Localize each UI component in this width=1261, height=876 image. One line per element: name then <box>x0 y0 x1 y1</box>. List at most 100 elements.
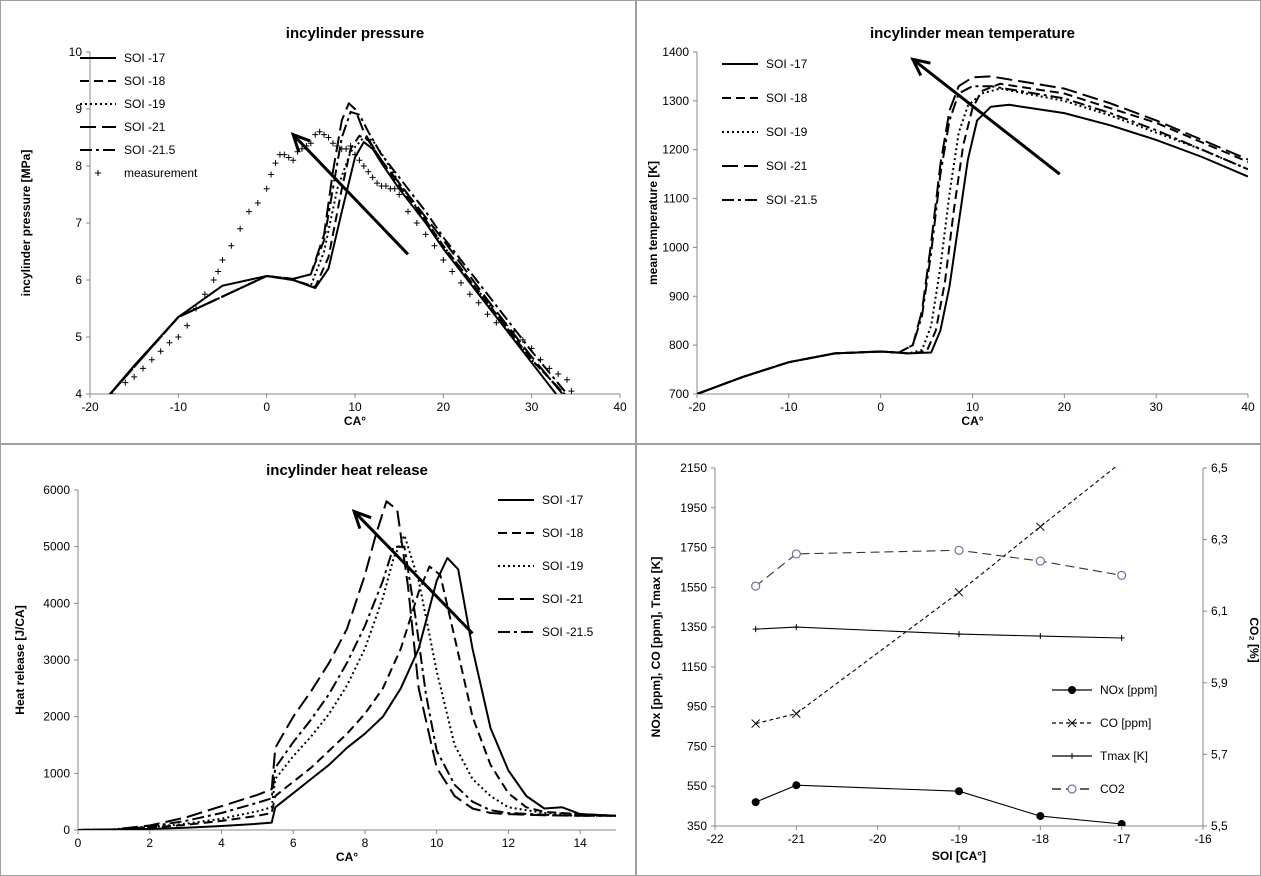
x-tick-label: -16 <box>1194 832 1212 846</box>
legend-label: SOI -21 <box>124 120 166 134</box>
y-tick-label: 7 <box>75 216 82 230</box>
data-point <box>109 391 116 394</box>
data-point <box>184 322 191 329</box>
chart-4: -22 -21 -20 -19 -18 -17 -16 350 550 750 950 1150 135… <box>649 461 1261 863</box>
panel-frame-1 <box>0 0 636 444</box>
x-tick-label: 40 <box>613 400 627 414</box>
data-point <box>954 545 964 555</box>
data-point <box>334 143 341 150</box>
data-point <box>148 356 155 363</box>
y-tick-label: 1950 <box>680 501 707 515</box>
trend-arrow <box>292 133 410 256</box>
chart-title: incylinder heat release <box>266 462 428 479</box>
x-tick-label: -21 <box>788 832 806 846</box>
y-tick-label: 1300 <box>662 94 689 108</box>
series-line-1 <box>78 557 616 830</box>
legend-marker <box>1067 784 1077 794</box>
data-point <box>321 131 328 138</box>
y-axis-right-label: CO₂ [%] <box>1247 617 1261 662</box>
data-point <box>246 208 252 215</box>
x-tick-label: 8 <box>362 836 369 850</box>
data-point <box>1035 556 1045 566</box>
data-point <box>290 157 297 164</box>
chart-title: incylinder mean temperature <box>870 25 1075 42</box>
data-point <box>475 299 482 306</box>
legend-label: SOI -21.5 <box>766 193 818 207</box>
y-tick-label: 1550 <box>680 580 707 594</box>
trend-arrow-head <box>910 57 931 77</box>
plot-area <box>78 500 616 830</box>
y-right-tick-label: 6,1 <box>1211 604 1228 618</box>
y-tick-label: 1000 <box>662 240 689 254</box>
legend-label: SOI -18 <box>124 74 166 88</box>
y-tick-label: 9 <box>75 102 82 116</box>
data-point <box>405 208 411 215</box>
y-tick-label: 6 <box>75 273 82 287</box>
x-tick-label: 10 <box>348 400 362 414</box>
data-point <box>360 163 367 169</box>
series-line-4 <box>108 102 564 394</box>
data-point <box>307 140 314 147</box>
x-tick-label: 20 <box>437 400 451 414</box>
y-tick-label: 8 <box>75 159 82 173</box>
data-point <box>312 131 319 138</box>
x-tick-label: 14 <box>573 836 587 850</box>
plot-area <box>697 75 1248 394</box>
y-tick-label: 800 <box>669 338 689 352</box>
legend-label: Tmax [K] <box>1100 749 1148 763</box>
series-line-3 <box>78 534 616 830</box>
data-point <box>519 336 526 343</box>
x-tick-label: -17 <box>1113 832 1131 846</box>
data-point <box>1036 812 1045 821</box>
data-point <box>449 268 456 275</box>
data-point <box>751 581 761 591</box>
y-tick-label: 6000 <box>43 483 70 497</box>
y-right-tick-label: 5,7 <box>1211 747 1228 761</box>
data-point <box>369 174 376 181</box>
legend-marker <box>95 170 101 176</box>
y-tick-label: 0 <box>63 823 70 837</box>
data-point <box>791 549 801 559</box>
data-point <box>564 376 570 383</box>
series-line-5 <box>78 545 616 830</box>
data-point <box>201 291 208 298</box>
series-line-2 <box>108 134 566 394</box>
trend-arrow-head <box>290 132 311 153</box>
x-tick-label: 6 <box>290 836 297 850</box>
legend-label: SOI -17 <box>124 51 166 65</box>
y-tick-label: 5 <box>75 330 82 344</box>
x-tick-label: -19 <box>950 832 968 846</box>
data-point <box>484 311 491 318</box>
data-point <box>175 334 182 340</box>
data-point <box>466 291 473 298</box>
y-tick-label: 2000 <box>43 710 70 724</box>
legend-label: SOI -18 <box>542 526 584 540</box>
series-line-1 <box>108 141 558 394</box>
trend-arrow <box>353 510 474 635</box>
x-tick-label: 0 <box>263 400 270 414</box>
x-tick-label: 4 <box>218 836 225 850</box>
x-tick-label: -20 <box>869 832 887 846</box>
plot-area <box>108 102 575 394</box>
y-tick-label: 750 <box>687 739 707 753</box>
data-point <box>956 631 962 638</box>
data-point <box>122 379 129 386</box>
y-axis-label: mean temperature [K] <box>646 161 660 285</box>
y-axis-label: NOx [ppm], CO [ppm], Tmax [K] <box>649 557 663 738</box>
y-tick-label: 1200 <box>662 143 689 157</box>
data-point <box>1117 466 1126 467</box>
data-point <box>140 365 146 372</box>
data-point <box>228 242 235 249</box>
plot-area <box>751 466 1127 826</box>
y-axis-label: incylinder pressure [MPa] <box>19 150 33 297</box>
data-point <box>263 185 270 192</box>
legend-label: NOx [ppm] <box>1100 683 1157 697</box>
data-point <box>281 151 288 158</box>
x-tick-label: -10 <box>780 400 798 414</box>
data-point <box>1037 633 1044 640</box>
data-point <box>391 185 398 192</box>
data-point <box>365 168 372 175</box>
series-line-5 <box>108 110 568 394</box>
x-tick-label: 20 <box>1058 400 1072 414</box>
